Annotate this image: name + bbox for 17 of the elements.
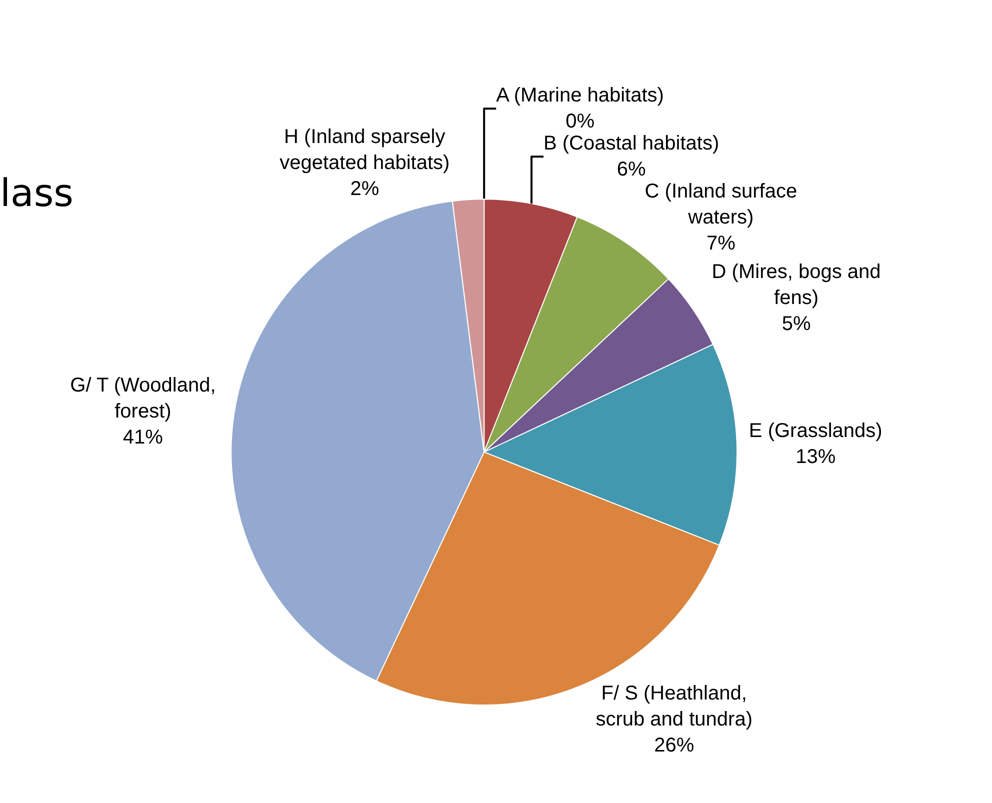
- text: lass: [0, 171, 74, 216]
- slice-label: C (Inland surface waters): [644, 180, 798, 229]
- slice-label: D (Mires, bogs and fens): [712, 261, 881, 310]
- text: 0%: [566, 110, 594, 133]
- slice-label: H (Inland sparsely vegetated habitats): [280, 126, 450, 174]
- category-label: A (Marine habitats): [496, 84, 664, 107]
- data-label: 26%: [654, 734, 694, 756]
- slice-label: G/ T (Woodland, forest): [70, 374, 216, 423]
- data-label: 41%: [122, 426, 164, 449]
- data-label: 13%: [796, 446, 836, 468]
- data-label: 6%: [616, 158, 646, 181]
- slice-label: E (Grasslands): [748, 420, 882, 442]
- slice-label: F/ S (Heathland, scrub and tundra): [596, 682, 752, 730]
- data-label: 7%: [706, 232, 736, 255]
- data-label: 5%: [782, 313, 811, 336]
- data-label: 2%: [350, 178, 380, 200]
- slice-label: B (Coastal habitats): [543, 132, 720, 155]
